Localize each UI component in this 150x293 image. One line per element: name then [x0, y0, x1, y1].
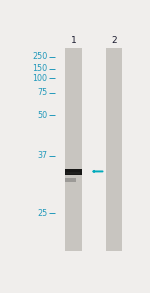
Text: 100: 100 — [32, 74, 47, 83]
Bar — [106, 47, 122, 251]
Bar — [66, 172, 80, 174]
Text: 150: 150 — [32, 64, 47, 73]
Text: 2: 2 — [111, 36, 117, 45]
Text: 250: 250 — [32, 52, 47, 61]
Text: 1: 1 — [70, 36, 76, 45]
Bar — [65, 47, 82, 251]
Text: 50: 50 — [37, 111, 47, 120]
Bar — [65, 178, 76, 183]
Text: 37: 37 — [37, 151, 47, 160]
Text: 25: 25 — [37, 209, 47, 218]
Bar — [65, 169, 82, 175]
Text: 75: 75 — [37, 88, 47, 97]
